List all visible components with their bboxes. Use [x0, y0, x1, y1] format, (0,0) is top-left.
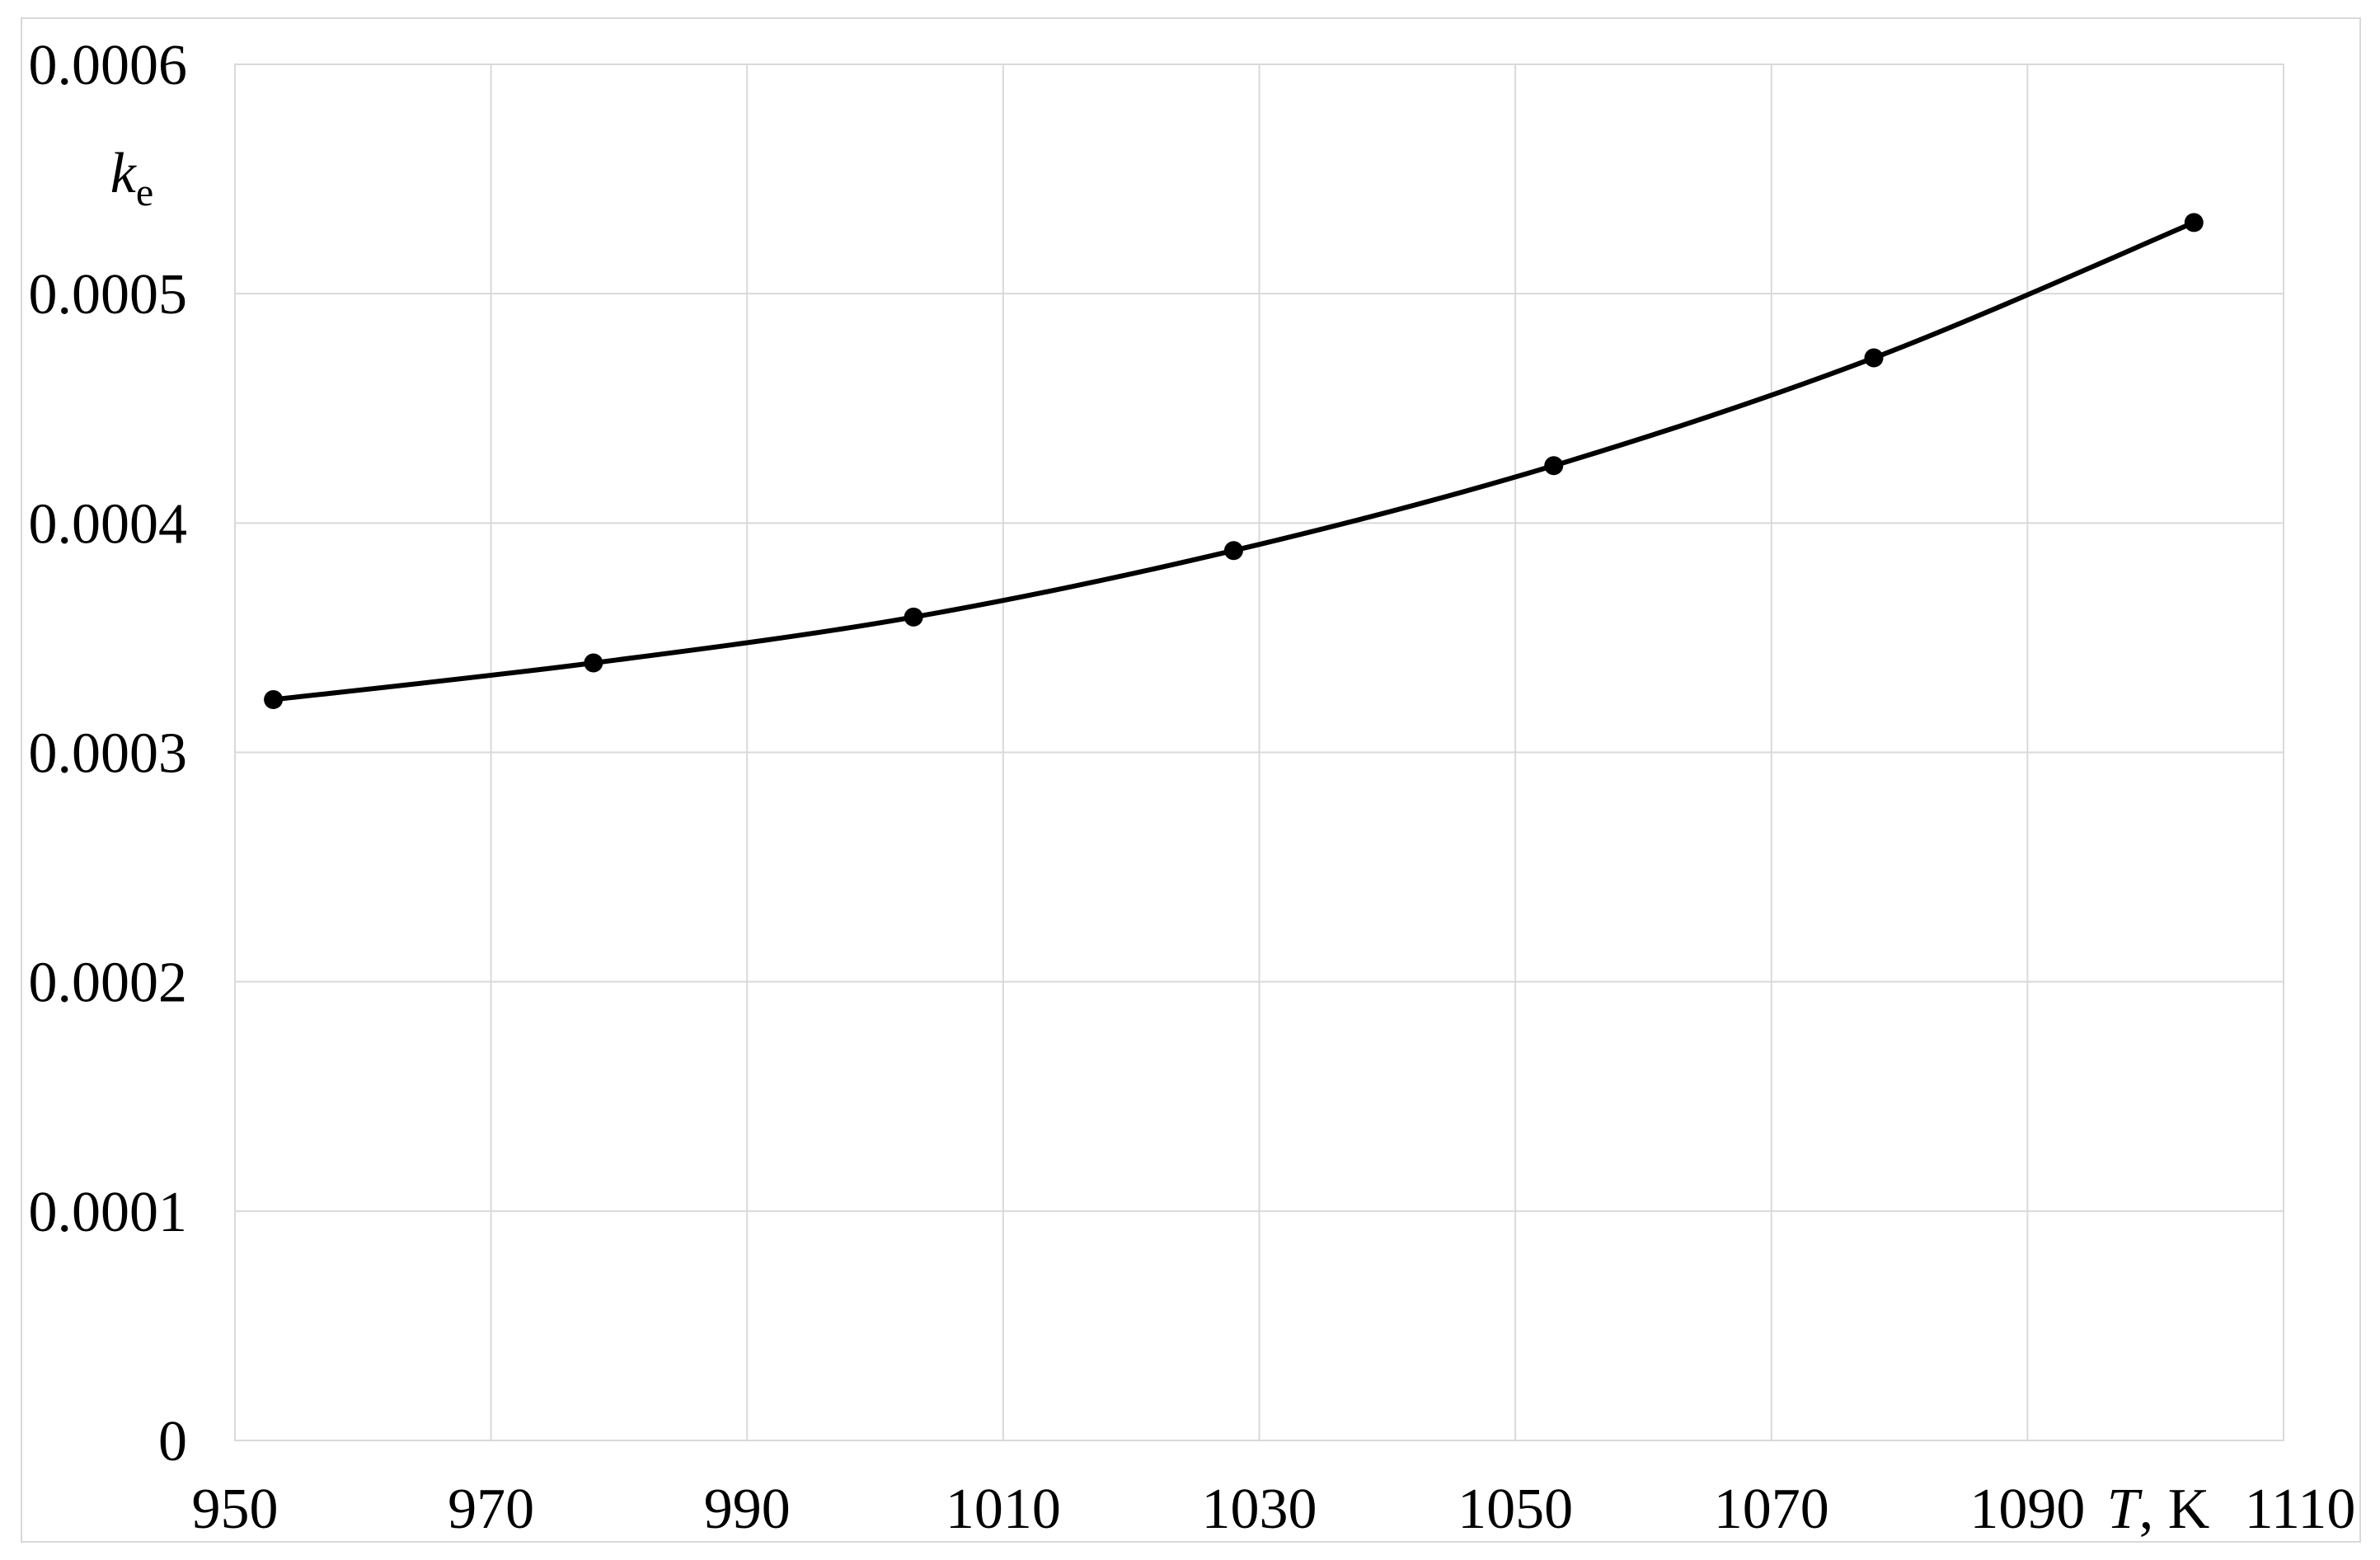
- y-tick-label: 0.0001: [29, 1181, 188, 1244]
- y-axis-label-symbol: k: [110, 142, 138, 205]
- x-tick-label: 1070: [1714, 1478, 1829, 1541]
- x-axis-label: T, K: [2107, 1478, 2210, 1541]
- data-point-marker: [1223, 541, 1243, 561]
- data-point-marker: [1544, 456, 1564, 476]
- x-axis-label-symbol: T: [2107, 1478, 2143, 1541]
- y-tick-label: 0.0006: [29, 34, 188, 97]
- x-tick-label: 970: [448, 1478, 534, 1541]
- x-tick-label: 1050: [1458, 1478, 1573, 1541]
- y-axis-label-subscript: e: [136, 171, 153, 214]
- y-tick-label: 0.0002: [29, 952, 188, 1015]
- data-point-marker: [264, 690, 284, 710]
- y-tick-label: 0.0004: [29, 492, 188, 556]
- x-tick-label: 1010: [946, 1478, 1061, 1541]
- data-point-marker: [904, 607, 923, 627]
- data-point-marker: [584, 653, 603, 673]
- plot-border: [234, 63, 2284, 1441]
- x-tick-label: 950: [192, 1478, 279, 1541]
- figure-border: [21, 17, 2361, 1543]
- x-axis-label-unit: , K: [2139, 1478, 2210, 1541]
- x-tick-label: 1030: [1202, 1478, 1317, 1541]
- data-point-marker: [1864, 348, 1884, 368]
- y-tick-label: 0: [158, 1410, 187, 1473]
- x-tick-label: 990: [704, 1478, 791, 1541]
- y-tick-label: 0.0005: [29, 263, 188, 327]
- y-axis-label: ke: [110, 142, 153, 214]
- data-point-marker: [2184, 213, 2204, 233]
- x-tick-label: 1110: [2245, 1478, 2356, 1541]
- y-tick-label: 0.0003: [29, 722, 188, 786]
- x-tick-label: 1090: [1969, 1478, 2085, 1541]
